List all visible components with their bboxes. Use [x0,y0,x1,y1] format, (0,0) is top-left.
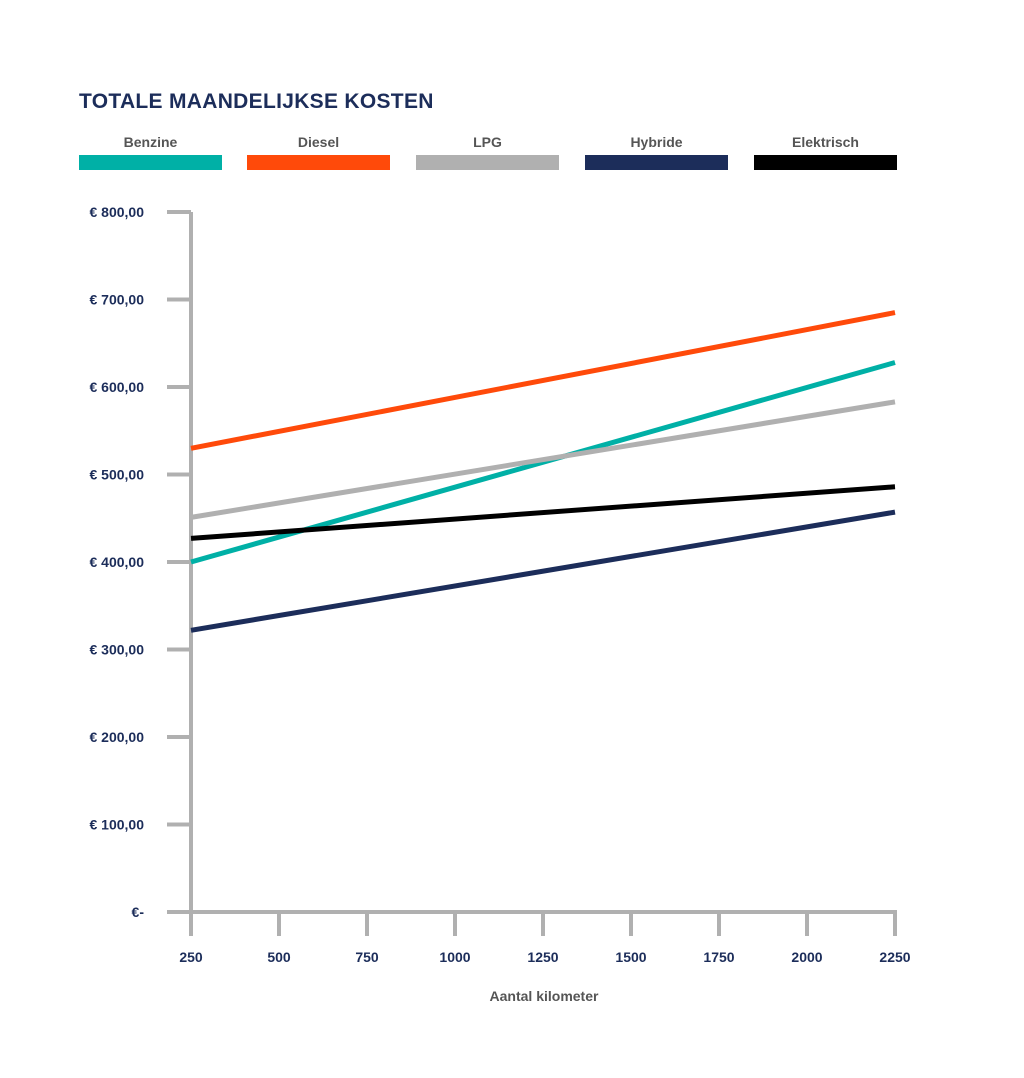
x-axis-label: Aantal kilometer [490,988,599,1004]
series-line-elektrisch [190,484,896,541]
legend-swatch [416,155,559,170]
y-tick-label: € 200,00 [90,729,145,745]
y-tick-label: € 400,00 [90,554,145,570]
x-tick-label: 1500 [615,949,646,965]
legend-item-benzine: Benzine [79,132,222,170]
legend: Benzine Diesel LPG Hybride Elektrisch [0,0,1024,200]
x-tick-label: 500 [267,949,291,965]
chart-title: TOTALE MAANDELIJKSE KOSTEN [79,90,434,113]
x-tick-label: 1250 [527,949,558,965]
x-tick-label: 750 [355,949,379,965]
legend-item-lpg: LPG [416,132,559,170]
y-tick-label: € 500,00 [90,467,145,483]
legend-item-diesel: Diesel [247,132,390,170]
legend-label: Elektrisch [792,134,859,150]
y-tick-label: €- [132,904,145,920]
tick-labels: €- € 100,00 € 200,00 € 300,00 € 400,00 € 500,… [90,204,911,965]
legend-swatch [754,155,897,170]
y-tick-label: € 700,00 [90,292,145,308]
series-line-diesel [190,310,896,451]
legend-label: Diesel [297,134,340,150]
x-tick-label: 1000 [439,949,470,965]
x-tick-label: 2000 [791,949,822,965]
legend-label: LPG [473,134,502,150]
legend-item-hybride: Hybride [585,132,728,170]
legend-label: Hybride [630,134,683,150]
legend-item-elektrisch: Elektrisch [754,132,897,170]
y-tick-label: € 100,00 [90,817,145,833]
x-tick-label: 2250 [879,949,910,965]
series-line-lpg [190,399,896,520]
legend-label: Benzine [123,134,178,150]
y-tick-label: € 600,00 [90,379,145,395]
legend-swatch [585,155,728,170]
x-tick-label: 250 [179,949,203,965]
x-tick-label: 1750 [703,949,734,965]
y-tick-label: € 300,00 [90,642,145,658]
legend-swatch [79,155,222,170]
series-lines [190,310,896,633]
legend-swatch [247,155,390,170]
series-line-hybride [190,509,896,633]
y-tick-label: € 800,00 [90,204,145,220]
